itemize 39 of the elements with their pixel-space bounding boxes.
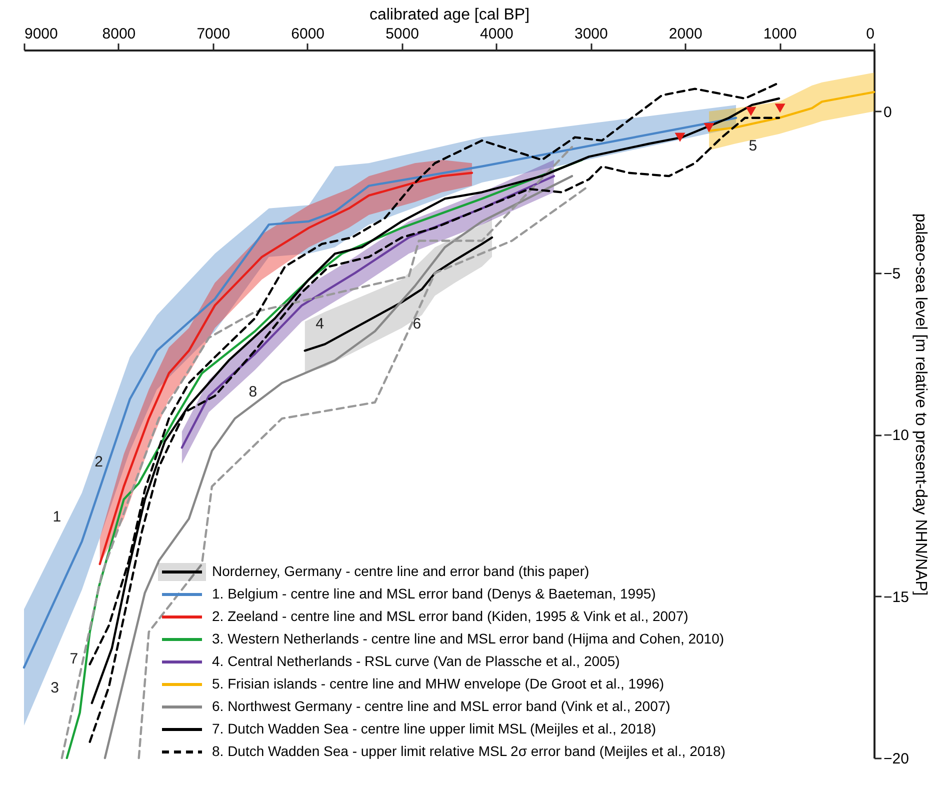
y-tick-label: −10 [884, 427, 909, 444]
legend-label: 5. Frisian islands - centre line and MHW envelope (De Groot et al., 1996) [212, 676, 664, 692]
annotation: 7 [70, 650, 78, 668]
legend-label: Norderney, Germany - centre line and error band (this paper) [212, 563, 590, 579]
x-tick-label: 3000 [574, 26, 608, 42]
x-tick-label: 2000 [668, 26, 702, 42]
annotation: 1 [52, 508, 62, 526]
y-tick-label: −5 [884, 266, 901, 283]
x-tick-label: 8000 [102, 26, 136, 42]
annotation: 6 [412, 315, 422, 332]
point [774, 104, 786, 113]
y-axis-title: palaeo-sea level [m relative to present-day NHN/NAP] [912, 213, 929, 596]
annotation: 8 [248, 383, 258, 400]
y-tick-label: −15 [884, 588, 909, 606]
annotation: 5 [748, 138, 758, 155]
x-axis-title: calibrated age [cal BP] [369, 6, 530, 24]
line-series [304, 236, 494, 352]
x-tick-label: 7000 [196, 26, 230, 42]
legend-label: 3. Western Netherlands - centre line and MSL error band (Hijma and Cohen, 2010) [212, 630, 724, 646]
legend-label: 1. Belgium - centre line and MSL error band (Denys & Baeteman, 1995) [212, 586, 656, 602]
legend-label: 7. Dutch Wadden Sea - centre line upper limit MSL (Meijles et al., 2018) [212, 720, 656, 736]
x-tick-label: 6000 [291, 26, 325, 42]
legend-label: 2. Zeeland - centre line and MSL error band (Kiden, 1995 & Vink et al., 2007) [212, 608, 688, 624]
annotation: 4 [316, 315, 324, 332]
legend-label: 8. Dutch Wadden Sea - upper limit relative MSL 2σ error band (Meijles et al., 2018) [212, 743, 726, 759]
annotation: 3 [50, 680, 59, 697]
legend-label: 4. Central Netherlands - RSL curve (Van de Plassche et al., 2005) [212, 653, 620, 669]
y-tick-label: −20 [884, 750, 909, 768]
x-tick-label: 0 [866, 26, 874, 42]
x-tick-label: 4000 [480, 26, 514, 42]
y-tick-label: 0 [884, 104, 892, 121]
annotation: 2 [94, 453, 103, 470]
point [674, 132, 686, 142]
x-tick-label: 9000 [24, 26, 58, 42]
x-tick-label: 5000 [386, 26, 419, 42]
legend-label: 6. Northwest Germany - centre line and MSL error band (Vink et al., 2007) [212, 698, 670, 714]
point [746, 106, 756, 116]
x-tick-label: 1000 [763, 26, 797, 42]
point [704, 123, 714, 132]
